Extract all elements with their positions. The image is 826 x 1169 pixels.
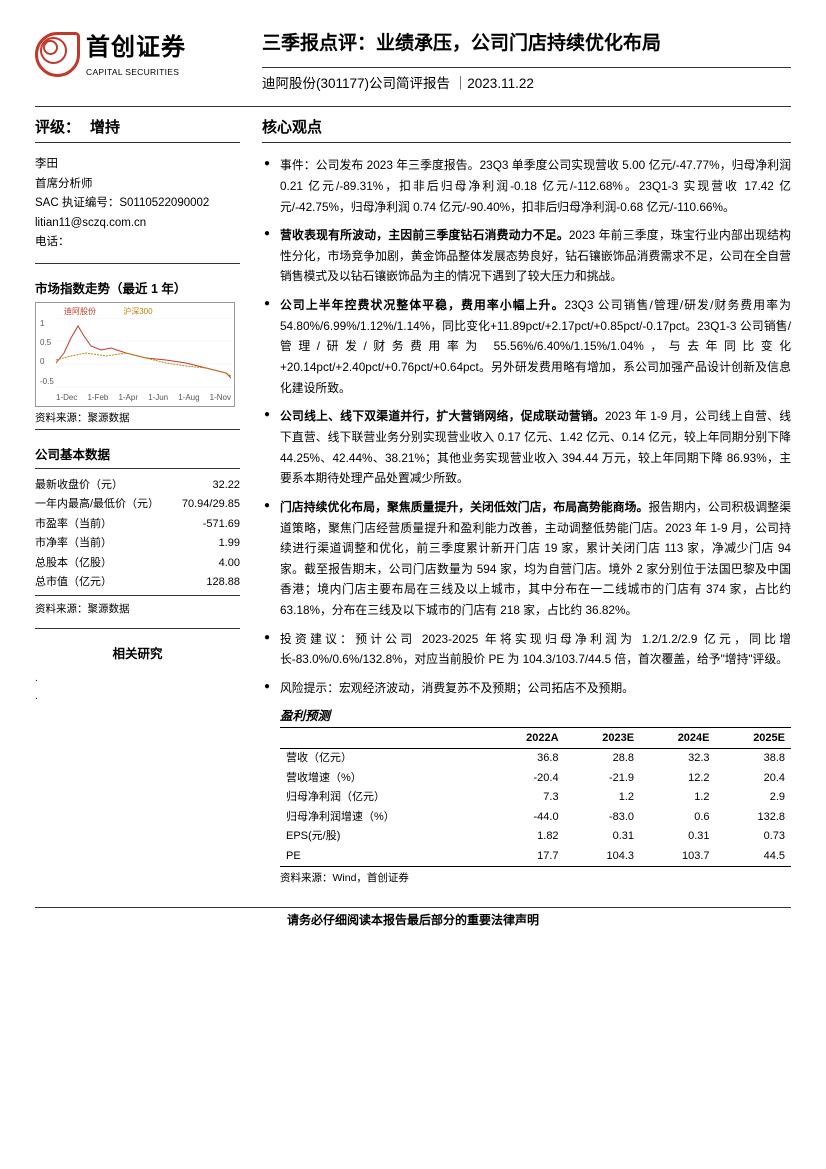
title-block: 三季报点评：业绩承压，公司门店持续优化布局 迪阿股份(301177)公司简评报告… — [262, 30, 791, 98]
report-subtitle: 迪阿股份(301177)公司简评报告 ｜2023.11.22 — [262, 74, 791, 98]
table-row: 营收（亿元）36.828.832.338.8 — [280, 748, 791, 768]
bullet-item: 门店持续优化布局，聚焦质量提升，关闭低效门店，布局高势能商场。报告期内，公司积极… — [262, 497, 791, 621]
footer-disclaimer: 请务必仔细阅读本报告最后部分的重要法律声明 — [35, 907, 791, 929]
table-row: EPS(元/股)1.820.310.310.73 — [280, 827, 791, 847]
analyst-title: 首席分析师 — [35, 175, 240, 195]
table-row: 市净率（当前）1.99 — [35, 534, 240, 554]
bullet-item: 投资建议：预计公司 2023-2025 年将实现归母净利润为 1.2/1.2/2… — [262, 629, 791, 670]
chart-svg — [56, 318, 231, 388]
analyst-name: 李田 — [35, 155, 240, 175]
table-row: 最新收盘价（元）32.22 — [35, 475, 240, 495]
logo-en: CAPITAL SECURITIES — [86, 66, 186, 79]
header-row: 首创证券 CAPITAL SECURITIES 三季报点评：业绩承压，公司门店持… — [35, 30, 791, 98]
company-data-title: 公司基本数据 — [35, 440, 240, 465]
chart-x-axis: 1-Dec 1-Feb 1-Apr 1-Jun 1-Aug 1-Nov — [56, 392, 231, 404]
company-data-table: 最新收盘价（元）32.22一年内最高/最低价（元）70.94/29.85市盈率（… — [35, 475, 240, 592]
analyst-email: litian11@sczq.com.cn — [35, 214, 240, 234]
series-1 — [56, 326, 231, 378]
rating-label: 评级： — [35, 117, 80, 140]
chart-y-axis: 1 0.5 0 -0.5 — [40, 318, 54, 388]
sac-label: SAC 执证编号： — [35, 197, 119, 209]
sidebar: 评级： 增持 李田 首席分析师 SAC 执证编号：S0110522090002 … — [35, 117, 240, 887]
forecast-title: 盈利预测 — [280, 707, 791, 726]
related-title: 相关研究 — [35, 639, 240, 664]
rating-value: 增持 — [90, 117, 120, 140]
table-row: PE17.7104.3103.744.5 — [280, 846, 791, 866]
forecast-table: 2022A2023E2024E2025E 营收（亿元）36.828.832.33… — [280, 727, 791, 867]
table-row: 归母净利润增速（%）-44.0-83.00.6132.8 — [280, 807, 791, 827]
table-row: 总市值（亿元）128.88 — [35, 573, 240, 593]
table-row: 营收增速（%）-20.4-21.912.220.4 — [280, 768, 791, 788]
bullet-item: 公司线上、线下双渠道并行，扩大营销网络，促成联动营销。2023 年 1-9 月，… — [262, 406, 791, 489]
analyst-phone: 电话： — [35, 233, 240, 253]
bullet-item: 公司上半年控费状况整体平稳，费用率小幅上升。23Q3 公司销售/管理/研发/财务… — [262, 295, 791, 398]
series-2 — [56, 353, 231, 376]
content: 核心观点 事件：公司发布 2023 年三季度报告。23Q3 单季度公司实现营收 … — [262, 117, 791, 887]
bullet-item: 事件：公司发布 2023 年三季度报告。23Q3 单季度公司实现营收 5.00 … — [262, 155, 791, 217]
forecast-source: 资料来源：Wind，首创证券 — [280, 871, 791, 887]
company-data-source: 资料来源：聚源数据 — [35, 602, 240, 618]
table-row: 一年内最高/最低价（元）70.94/29.85 — [35, 495, 240, 515]
table-row: 归母净利润（亿元）7.31.21.22.9 — [280, 788, 791, 808]
table-row: 总股本（亿股）4.00 — [35, 553, 240, 573]
legend-1: 迪阿股份 — [64, 307, 96, 316]
rating-row: 评级： 增持 — [35, 117, 240, 140]
chart-source: 资料来源：聚源数据 — [35, 411, 240, 427]
market-chart-title: 市场指数走势（最近 1 年） — [35, 274, 240, 299]
bullet-item: 营收表现有所波动，主因前三季度钻石消费动力不足。2023 年前三季度，珠宝行业内… — [262, 225, 791, 287]
core-bullets: 事件：公司发布 2023 年三季度报告。23Q3 单季度公司实现营收 5.00 … — [262, 155, 791, 698]
logo-icon — [35, 32, 80, 77]
logo-block: 首创证券 CAPITAL SECURITIES — [35, 30, 240, 79]
sac-value: S0110522090002 — [119, 197, 209, 209]
logo-cn: 首创证券 — [86, 30, 186, 66]
table-row: 市盈率（当前）-571.69 — [35, 514, 240, 534]
report-title: 三季报点评：业绩承压，公司门店持续优化布局 — [262, 30, 791, 59]
core-title: 核心观点 — [262, 117, 791, 140]
legend-2: 沪深300 — [123, 307, 152, 316]
market-chart: 迪阿股份 沪深300 1 0.5 0 -0.5 1-Dec 1-Feb 1-Ap — [35, 302, 235, 407]
bullet-item: 风险提示：宏观经济波动，消费复苏不及预期；公司拓店不及预期。 — [262, 678, 791, 699]
analyst-block: 李田 首席分析师 SAC 执证编号：S0110522090002 litian1… — [35, 155, 240, 253]
